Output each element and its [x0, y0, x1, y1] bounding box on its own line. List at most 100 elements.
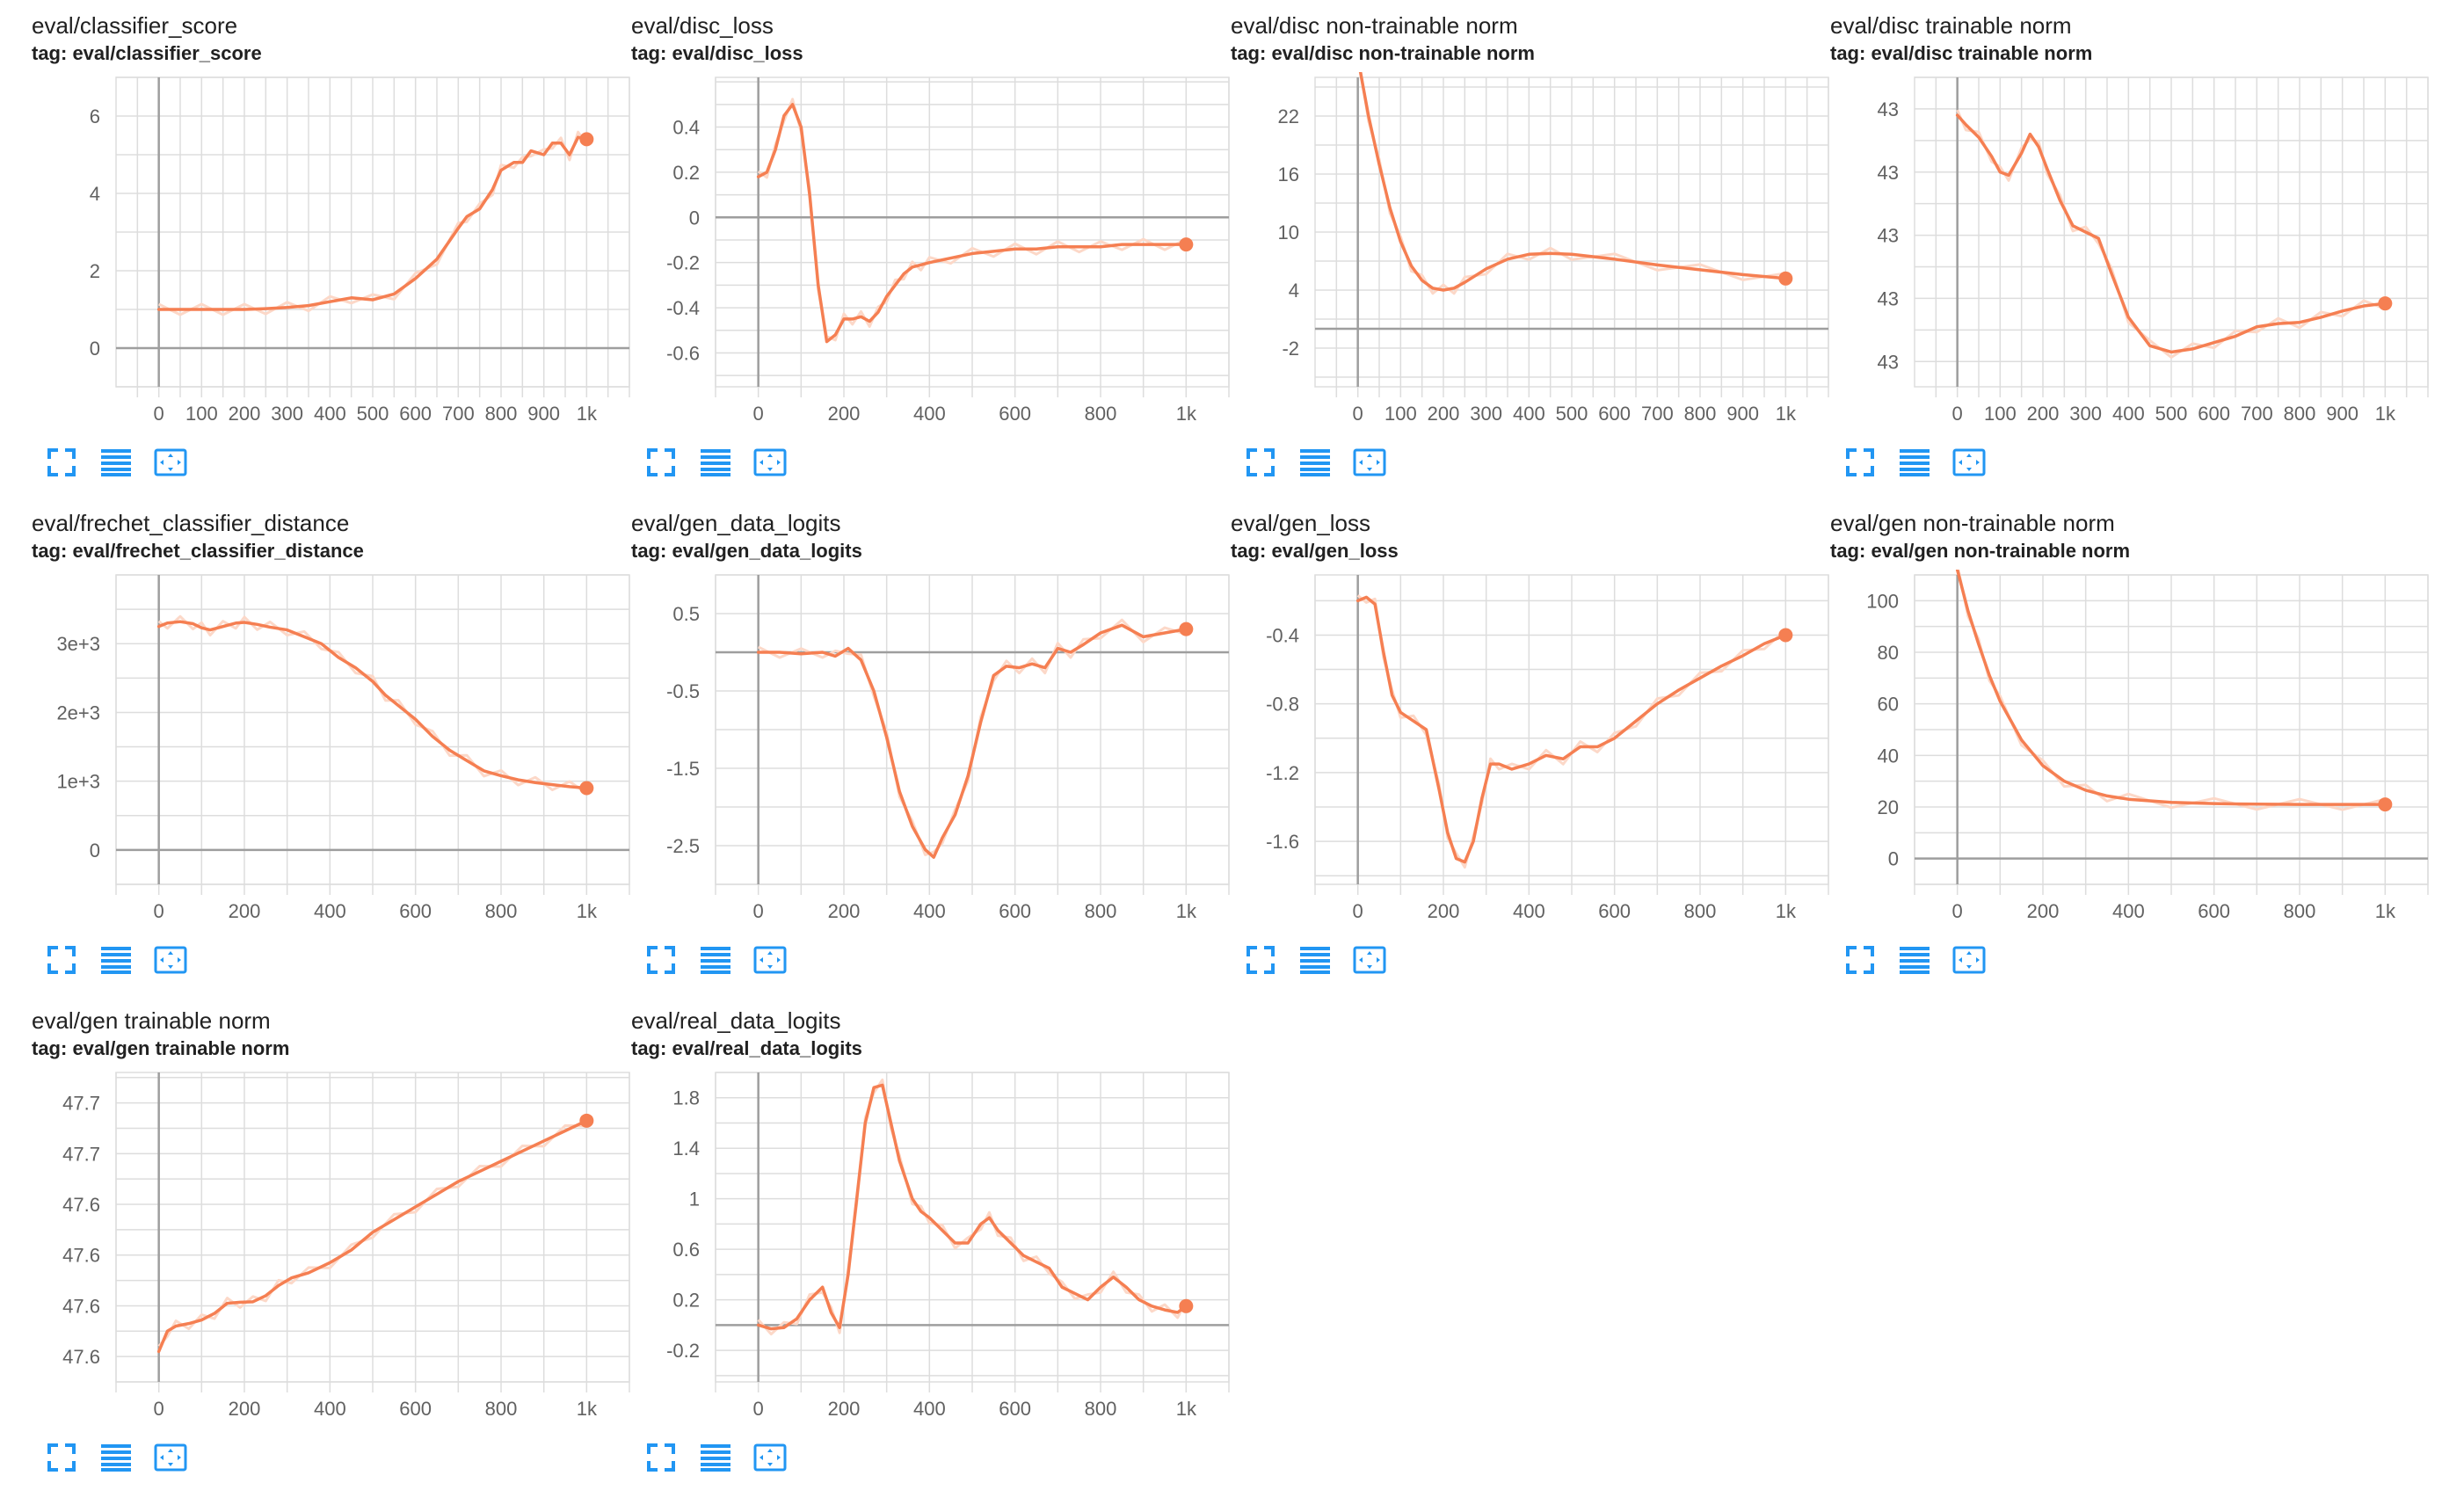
chart-tag: tag: eval/disc non-trainable norm: [1231, 42, 1535, 64]
series-last-point[interactable]: [1179, 1298, 1194, 1313]
x-tick-label-0: 0: [753, 403, 764, 425]
x-tick-label-1k: 1k: [1776, 403, 1797, 425]
x-tick-label-800: 800: [2284, 900, 2316, 922]
chart-title: eval/classifier_score: [32, 12, 238, 39]
x-tick-label-800: 800: [1684, 403, 1717, 425]
x-tick-label-500: 500: [357, 403, 389, 425]
x-tick-label-400: 400: [2112, 403, 2145, 425]
list-icon[interactable]: [1897, 445, 1932, 480]
y-tick-label-43: 43: [1878, 225, 1899, 247]
chart-plot[interactable]: 0 200 400 600 800 1k -1.6 -1.2 -0.8 -0.4: [1231, 566, 1837, 935]
y-tick-label-80: 80: [1878, 642, 1899, 664]
fullscreen-icon[interactable]: [1842, 445, 1878, 480]
x-tick-label-600: 600: [399, 900, 432, 922]
chart-plot[interactable]: 0 200 400 600 800 1k 0 1e+3 2e+3 3e+3: [32, 566, 638, 935]
series-last-point[interactable]: [2378, 797, 2393, 812]
chart-tag: tag: eval/gen_loss: [1231, 540, 1399, 562]
fit-to-domain-icon[interactable]: [1951, 942, 1987, 978]
fit-to-domain-icon[interactable]: [1951, 445, 1987, 480]
fullscreen-icon[interactable]: [643, 445, 679, 480]
fullscreen-icon[interactable]: [643, 942, 679, 978]
fit-to-domain-icon[interactable]: [153, 1440, 188, 1475]
y-tick-label-47-6: 47.6: [62, 1295, 100, 1317]
series-last-point[interactable]: [579, 132, 594, 147]
fullscreen-icon[interactable]: [643, 1440, 679, 1475]
x-tick-label-1k: 1k: [577, 900, 598, 922]
fullscreen-icon[interactable]: [1243, 445, 1278, 480]
y-tick-label-16: 16: [1278, 164, 1299, 185]
chart-tag: tag: eval/classifier_score: [32, 42, 262, 64]
chart-title: eval/disc_loss: [631, 12, 774, 39]
series-raw-line: [1356, 594, 1787, 869]
fullscreen-icon[interactable]: [44, 1440, 79, 1475]
y-tick-label-0-8: -0.8: [1266, 694, 1299, 716]
series-line: [756, 623, 1188, 859]
list-icon[interactable]: [698, 1440, 733, 1475]
x-tick-label-800: 800: [1085, 900, 1117, 922]
list-icon[interactable]: [698, 445, 733, 480]
x-tick-label-400: 400: [314, 900, 346, 922]
fullscreen-icon[interactable]: [1842, 942, 1878, 978]
x-tick-label-600: 600: [1598, 403, 1631, 425]
y-tick-label-1e-3: 1e+3: [56, 771, 100, 793]
chart-plot[interactable]: 0 200 400 600 800 1k -2.5 -1.5 -0.5 0.5: [631, 566, 1238, 935]
fit-to-domain-icon[interactable]: [752, 942, 788, 978]
y-tick-label-1-5: -1.5: [666, 758, 700, 780]
chart-tag: tag: eval/frechet_classifier_distance: [32, 540, 364, 562]
chart-title: eval/gen trainable norm: [32, 1007, 271, 1034]
chart-plot[interactable]: 0 100 200 300 400 500 600 700 800 900 1k -2 4 10 16 22: [1231, 69, 1837, 438]
series-last-point[interactable]: [579, 1113, 594, 1128]
fit-to-domain-icon[interactable]: [1352, 942, 1387, 978]
x-tick-label-200: 200: [828, 1398, 861, 1420]
fit-to-domain-icon[interactable]: [752, 445, 788, 480]
list-icon[interactable]: [98, 942, 134, 978]
fit-to-domain-icon[interactable]: [1352, 445, 1387, 480]
y-tick-label-40: 40: [1878, 745, 1899, 767]
list-icon[interactable]: [1897, 942, 1932, 978]
chart-plot[interactable]: 0 100 200 300 400 500 600 700 800 900 1k 0 2 4 6: [32, 69, 638, 438]
fit-to-domain-icon[interactable]: [153, 942, 188, 978]
series-last-point[interactable]: [1778, 628, 1793, 643]
x-tick-label-600: 600: [399, 1398, 432, 1420]
x-tick-label-1k: 1k: [577, 1398, 598, 1420]
list-icon[interactable]: [98, 445, 134, 480]
chart-plot[interactable]: 0 200 400 600 800 1k 0 20 40 60 80 100: [1830, 566, 2437, 935]
chart-tag: tag: eval/real_data_logits: [631, 1037, 862, 1059]
chart-title: eval/real_data_logits: [631, 1007, 841, 1034]
series-last-point[interactable]: [1179, 622, 1194, 636]
x-tick-label-600: 600: [999, 1398, 1031, 1420]
series-last-point[interactable]: [579, 781, 594, 796]
fit-to-domain-icon[interactable]: [153, 445, 188, 480]
chart-plot[interactable]: 0 100 200 300 400 500 600 700 800 900 1k 43 43 43 43 43: [1830, 69, 2437, 438]
y-tick-label-0-2: -0.2: [666, 252, 700, 274]
list-icon[interactable]: [98, 1440, 134, 1475]
x-tick-label-400: 400: [913, 1398, 946, 1420]
series-last-point[interactable]: [1778, 271, 1793, 286]
x-tick-label-1k: 1k: [1776, 900, 1797, 922]
list-icon[interactable]: [1297, 445, 1333, 480]
chart-plot[interactable]: 0 200 400 600 800 1k -0.2 0.2 0.6 1 1.4 1.8: [631, 1064, 1238, 1433]
x-tick-label-0: 0: [753, 1398, 764, 1420]
x-tick-label-1k: 1k: [1176, 900, 1197, 922]
y-tick-label-20: 20: [1878, 796, 1899, 818]
fullscreen-icon[interactable]: [44, 445, 79, 480]
series-line: [1355, 595, 1788, 864]
fullscreen-icon[interactable]: [1243, 942, 1278, 978]
chart-card: eval/disc trainable norm tag: eval/disc t…: [1830, 0, 2437, 492]
x-tick-label-0: 0: [154, 1398, 164, 1420]
series-last-point[interactable]: [1179, 237, 1194, 252]
series-last-point[interactable]: [2378, 296, 2393, 311]
fit-to-domain-icon[interactable]: [752, 1440, 788, 1475]
fullscreen-icon[interactable]: [44, 942, 79, 978]
x-tick-label-200: 200: [828, 900, 861, 922]
series-line: [1358, 72, 1788, 292]
chart-tag: tag: eval/gen trainable norm: [32, 1037, 290, 1059]
chart-tag: tag: eval/disc trainable norm: [1830, 42, 2093, 64]
list-icon[interactable]: [698, 942, 733, 978]
y-tick-label-0: 0: [90, 338, 100, 360]
chart-plot[interactable]: 0 200 400 600 800 1k 47.6 47.6 47.6 47.6 47.7 47.7: [32, 1064, 638, 1433]
x-tick-label-800: 800: [2284, 403, 2316, 425]
x-tick-label-600: 600: [1598, 900, 1631, 922]
list-icon[interactable]: [1297, 942, 1333, 978]
chart-plot[interactable]: 0 200 400 600 800 1k -0.6 -0.4 -0.2 0 0.2 0.4: [631, 69, 1238, 438]
